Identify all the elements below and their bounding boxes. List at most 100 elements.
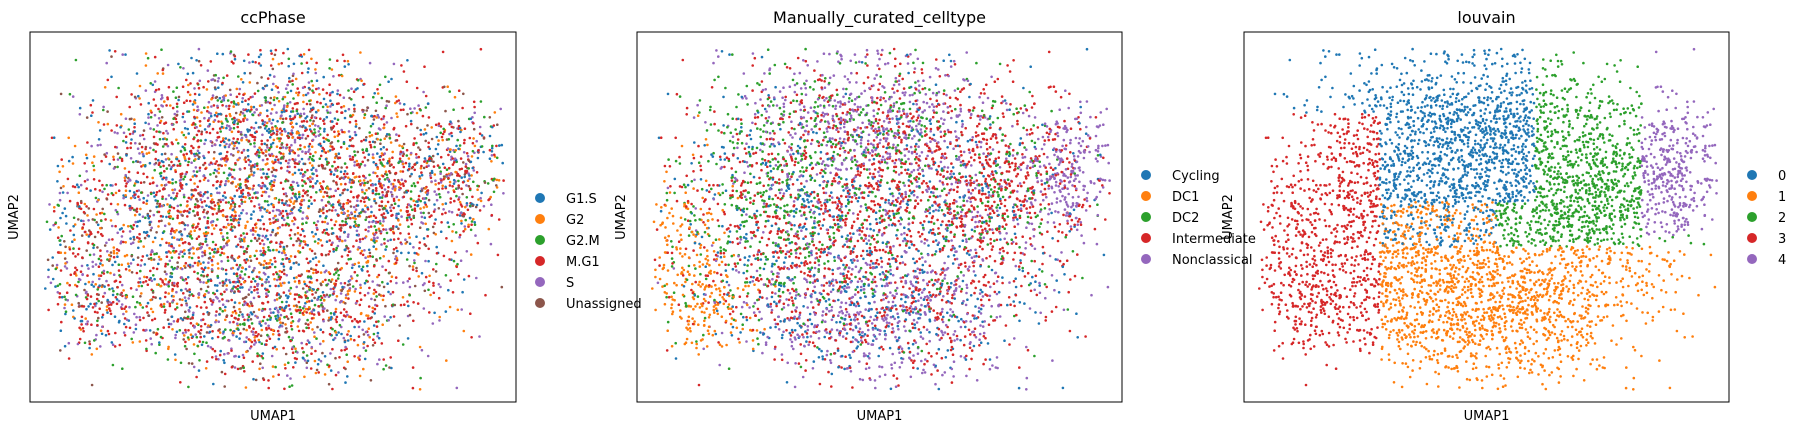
scatter-point bbox=[463, 225, 467, 228]
scatter-point bbox=[230, 255, 233, 259]
scatter-point bbox=[399, 232, 402, 235]
scatter-point bbox=[268, 265, 272, 269]
scatter-point bbox=[262, 151, 265, 155]
scatter-point bbox=[218, 313, 221, 316]
scatter-point bbox=[345, 147, 349, 150]
scatter-point bbox=[361, 160, 365, 164]
scatter-point bbox=[382, 294, 385, 298]
scatter-point bbox=[211, 94, 215, 97]
scatter-point bbox=[288, 115, 292, 118]
scatter-point bbox=[447, 138, 451, 141]
scatter-point bbox=[330, 315, 333, 319]
scatter-point bbox=[335, 315, 339, 319]
scatter-point bbox=[279, 282, 282, 285]
scatter-point bbox=[163, 224, 167, 228]
scatter-point bbox=[303, 240, 307, 243]
scatter-point bbox=[385, 121, 389, 124]
scatter-point bbox=[75, 285, 79, 288]
scatter-point bbox=[398, 144, 401, 147]
scatter-point bbox=[160, 48, 163, 51]
scatter-point bbox=[135, 180, 138, 183]
scatter-point bbox=[303, 375, 306, 379]
scatter-point bbox=[138, 318, 142, 322]
scatter-point bbox=[63, 344, 67, 348]
scatter-point bbox=[230, 130, 234, 134]
scatter-point bbox=[209, 112, 213, 115]
scatter-point bbox=[337, 331, 340, 334]
scatter-point bbox=[181, 214, 184, 217]
scatter-point bbox=[177, 62, 180, 66]
scatter-point bbox=[235, 272, 239, 276]
scatter-point bbox=[180, 233, 183, 236]
scatter-point bbox=[253, 135, 257, 139]
scatter-point bbox=[432, 281, 435, 285]
scatter-point bbox=[363, 164, 367, 167]
scatter-point bbox=[364, 256, 367, 260]
scatter-point bbox=[309, 103, 312, 106]
scatter-point bbox=[219, 228, 222, 231]
scatter-point bbox=[450, 131, 453, 135]
scatter-point bbox=[179, 184, 183, 188]
scatter-point bbox=[248, 197, 251, 200]
scatter-point bbox=[278, 213, 281, 216]
scatter-point bbox=[280, 325, 284, 328]
scatter-point bbox=[328, 195, 331, 199]
scatter-point bbox=[430, 169, 434, 173]
scatter-point bbox=[107, 332, 111, 336]
scatter-point bbox=[225, 74, 229, 77]
scatter-point bbox=[305, 311, 309, 314]
scatter-point bbox=[181, 278, 185, 282]
scatter-point bbox=[229, 153, 233, 156]
scatter-point bbox=[289, 132, 292, 135]
scatter-point bbox=[59, 186, 63, 190]
scatter-point bbox=[331, 387, 334, 391]
scatter-point bbox=[280, 133, 284, 136]
scatter-point bbox=[210, 105, 213, 108]
scatter-point bbox=[129, 157, 133, 160]
scatter-point bbox=[223, 372, 227, 376]
scatter-point bbox=[225, 142, 228, 146]
scatter-point bbox=[325, 109, 329, 112]
scatter-point bbox=[397, 212, 400, 215]
scatter-point bbox=[59, 269, 63, 272]
scatter-point bbox=[138, 232, 141, 236]
scatter-point bbox=[159, 165, 162, 169]
scatter-point bbox=[468, 177, 471, 181]
scatter-point bbox=[451, 157, 455, 160]
scatter-point bbox=[469, 253, 473, 256]
scatter-point bbox=[95, 221, 98, 224]
scatter-point bbox=[90, 353, 94, 356]
scatter-point bbox=[375, 258, 378, 261]
scatter-point bbox=[103, 212, 106, 216]
scatter-point bbox=[189, 333, 193, 337]
scatter-point bbox=[291, 79, 294, 83]
scatter-point bbox=[264, 101, 268, 104]
scatter-point bbox=[128, 204, 131, 208]
scatter-point bbox=[152, 266, 155, 270]
scatter-point bbox=[392, 231, 396, 235]
scatter-point bbox=[223, 145, 227, 149]
scatter-point bbox=[353, 210, 357, 214]
scatter-point bbox=[457, 184, 461, 187]
scatter-point bbox=[386, 200, 390, 204]
scatter-point bbox=[86, 320, 89, 323]
scatter-point bbox=[304, 93, 308, 97]
scatter-point bbox=[249, 285, 253, 289]
scatter-point bbox=[301, 307, 305, 310]
scatter-point bbox=[85, 205, 88, 208]
scatter-point bbox=[215, 289, 219, 293]
scatter-point bbox=[246, 154, 250, 158]
scatter-point bbox=[382, 254, 386, 258]
scatter-point bbox=[292, 243, 295, 247]
scatter-point bbox=[232, 305, 236, 309]
scatter-point bbox=[478, 335, 481, 338]
scatter-point bbox=[297, 208, 301, 212]
scatter-point bbox=[348, 289, 351, 292]
scatter-point bbox=[112, 158, 116, 161]
scatter-point bbox=[329, 187, 332, 191]
scatter-point bbox=[275, 278, 279, 282]
scatter-point bbox=[230, 168, 233, 171]
scatter-point bbox=[449, 201, 452, 204]
scatter-point bbox=[424, 94, 428, 98]
scatter-point bbox=[419, 199, 423, 203]
